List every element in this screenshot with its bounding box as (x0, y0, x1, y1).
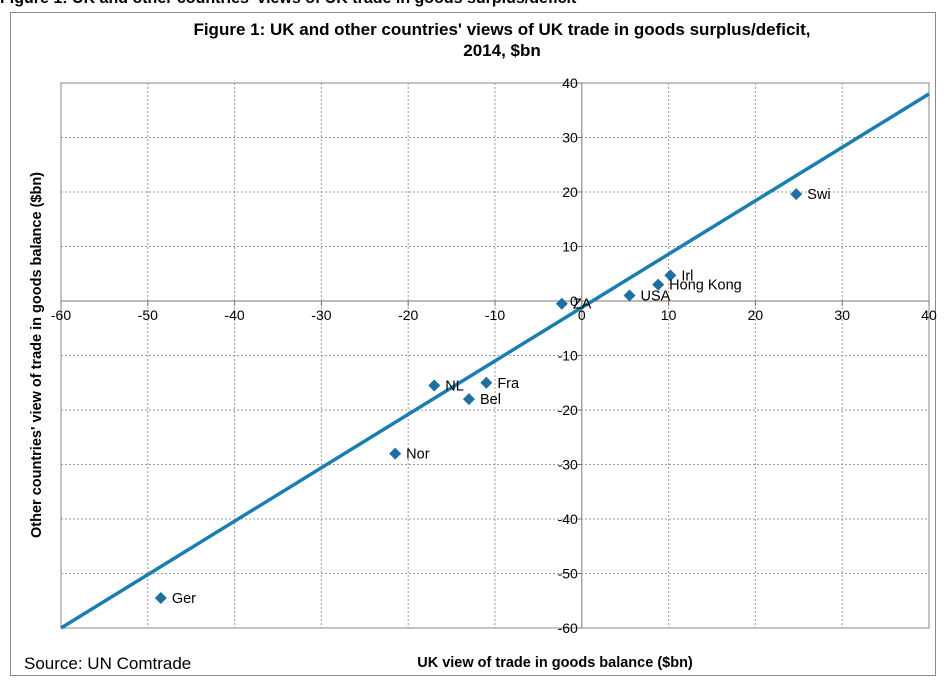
data-point-fra (480, 376, 493, 389)
y-tick-label: -30 (558, 457, 578, 473)
point-label: Hong Kong (669, 278, 742, 294)
x-tick-label: -50 (138, 307, 158, 323)
x-tick-label: -10 (485, 307, 505, 323)
x-tick-labels: -60 -50 -40 -30 -20 -10 0 10 20 30 40 (51, 307, 937, 323)
point-label: Irl (681, 268, 693, 284)
x-tick-label: -40 (224, 307, 244, 323)
point-label: ZA (573, 297, 592, 313)
reference-line-group (60, 92, 930, 630)
data-point-nl (428, 379, 441, 392)
point-label: Ger (172, 591, 196, 607)
point-label: Swi (807, 187, 830, 203)
data-point-ger (154, 592, 167, 605)
data-point-usa (623, 289, 636, 302)
data-point-za (555, 297, 568, 310)
top-heading-text: Figure 1: UK and other countries' views … (0, 0, 576, 8)
data-point-hong-kong (652, 278, 665, 291)
y-tick-label: 40 (562, 75, 578, 91)
y-tick-label: 30 (562, 130, 578, 146)
y-tick-label: -60 (558, 620, 578, 636)
chart-subtitle: 2014, $bn (463, 41, 541, 60)
x-tick-label: 0 (578, 307, 586, 323)
data-point-bel (462, 393, 475, 406)
grid-lines (61, 83, 929, 628)
point-label: Nor (406, 447, 430, 463)
x-tick-label: -20 (398, 307, 418, 323)
point-label: USA (641, 289, 671, 305)
x-tick-label: 10 (661, 307, 677, 323)
data-points (154, 188, 803, 605)
y-tick-label: -40 (558, 511, 578, 527)
y-tick-label: 0 (570, 293, 578, 309)
data-point-nor (389, 447, 402, 460)
chart-title: Figure 1: UK and other countries' views … (193, 20, 811, 39)
x-axis-label: UK view of trade in goods balance ($bn) (417, 655, 693, 671)
y-tick-label: -50 (558, 566, 578, 582)
y-tick-label: -20 (558, 402, 578, 418)
point-label: Fra (497, 376, 520, 392)
data-point-irl (664, 269, 677, 282)
x-tick-label: 30 (834, 307, 850, 323)
y-tick-label: 10 (562, 239, 578, 255)
point-label: NL (445, 378, 464, 394)
x-tick-label: -60 (51, 307, 71, 323)
data-point-swi (790, 188, 803, 201)
y-axis-label: Other countries' view of trade in goods … (29, 172, 45, 538)
y-tick-labels: -60 -50 -40 -30 -20 -10 0 10 20 30 40 (558, 75, 578, 636)
y-tick-label: 20 (562, 184, 578, 200)
source-note: Source: UN Comtrade (24, 654, 192, 673)
x-tick-label: -30 (311, 307, 331, 323)
reference-line (60, 92, 930, 630)
x-tick-label: 20 (748, 307, 764, 323)
x-tick-label: 40 (921, 307, 937, 323)
top-heading-cutoff: Figure 1: UK and other countries' views … (0, 0, 944, 8)
axes (60, 82, 930, 629)
point-label: Bel (480, 392, 501, 408)
y-tick-label: -10 (558, 348, 578, 364)
